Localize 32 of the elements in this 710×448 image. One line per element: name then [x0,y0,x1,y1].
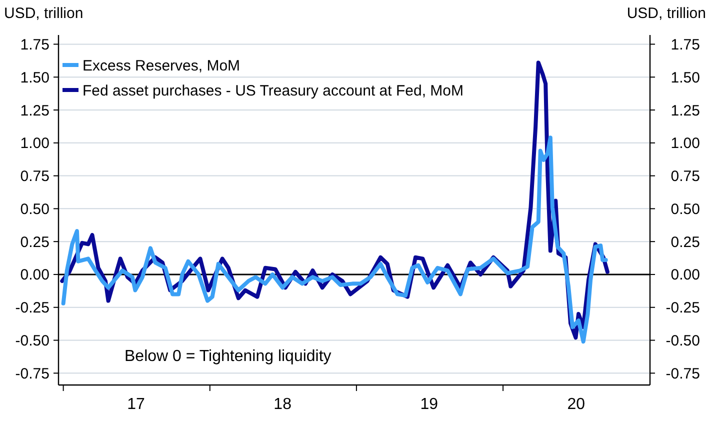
y-tick-label: 1.25 [20,102,50,120]
y-tick-label: -0.75 [15,365,50,382]
y2-tick-label: -0.25 [666,300,700,317]
y-tick-label: -0.25 [15,300,50,317]
y-tick-label: 0.75 [20,168,50,186]
y2-tick-label: 1.00 [670,135,700,152]
y-tick-label: 1.75 [20,36,50,54]
y-axis-title: USD, trillion [4,5,84,22]
y-tick-label: 0.50 [20,200,50,218]
y-tick-label: 0.00 [20,266,50,284]
y2-axis-title: USD, trillion [626,5,706,22]
y-tick-label: 0.25 [20,234,50,251]
y2-tick-label: 0.50 [670,200,700,218]
x-tick-label: 18 [274,396,292,413]
y2-tick-label: -0.75 [666,365,700,382]
legend-label: Fed asset purchases - US Treasury account at Fed, MoM [82,82,464,100]
y2-tick-label: 1.25 [670,102,700,120]
x-tick-label: 20 [567,396,586,413]
annotation: Below 0 = Tightening liquidity [124,348,332,365]
y2-tick-label: 0.00 [670,266,700,284]
legend-label: Excess Reserves, MoM [82,57,240,74]
y2-tick-label: 0.75 [670,168,700,186]
y2-tick-label: 0.25 [670,234,700,251]
x-tick-label: 19 [420,396,438,413]
line-series [61,136,608,344]
y2-tick-label: -0.50 [666,332,700,350]
y-tick-label: 1.50 [20,69,50,86]
x-tick-label: 17 [127,396,145,413]
y2-tick-label: 1.50 [670,69,700,86]
y2-tick-label: 1.75 [670,36,700,54]
y-tick-label: 1.00 [20,135,50,152]
y-tick-label: -0.50 [15,332,50,350]
